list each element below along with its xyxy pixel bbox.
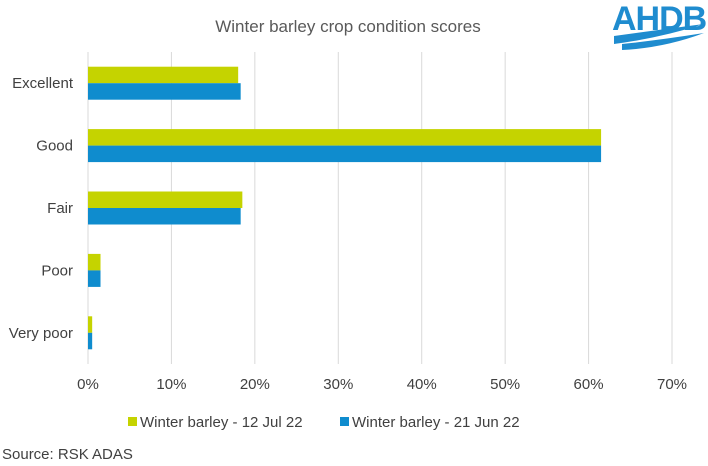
x-tick-label: 40% bbox=[407, 376, 437, 393]
category-label: Fair bbox=[47, 200, 73, 217]
legend-label: Winter barley - 12 Jul 22 bbox=[140, 414, 303, 431]
bar bbox=[88, 191, 243, 208]
bar bbox=[88, 208, 241, 225]
ahdb-logo: AHDB bbox=[612, 0, 708, 50]
legend-label: Winter barley - 21 Jun 22 bbox=[352, 414, 520, 431]
source-note: Source: RSK ADAS bbox=[2, 446, 133, 463]
x-tick-label: 50% bbox=[490, 376, 520, 393]
category-label: Very poor bbox=[9, 325, 73, 342]
bar bbox=[88, 316, 93, 333]
legend-swatch bbox=[340, 417, 349, 426]
legend-swatch bbox=[128, 417, 137, 426]
x-tick-label: 10% bbox=[156, 376, 186, 393]
x-tick-label: 20% bbox=[240, 376, 270, 393]
bar bbox=[88, 145, 602, 163]
x-tick-label: 0% bbox=[77, 376, 99, 393]
bar bbox=[88, 332, 93, 350]
logo-swoosh-2 bbox=[622, 33, 704, 50]
category-label: Excellent bbox=[12, 75, 74, 92]
x-tick-label: 60% bbox=[574, 376, 604, 393]
category-label: Good bbox=[36, 138, 73, 155]
bar bbox=[88, 129, 602, 146]
bar bbox=[88, 66, 239, 84]
x-tick-label: 30% bbox=[323, 376, 353, 393]
category-labels: Excellent Good Fair Poor Very poor bbox=[9, 75, 74, 342]
bar bbox=[88, 83, 241, 100]
bar bbox=[88, 253, 101, 271]
chart-title: Winter barley crop condition scores bbox=[215, 17, 481, 36]
x-tick-labels: 0% 10% 20% 30% 40% 50% 60% 70% bbox=[77, 376, 687, 393]
bars bbox=[88, 66, 602, 350]
bar bbox=[88, 270, 101, 287]
x-tick-label: 70% bbox=[657, 376, 687, 393]
logo-swoosh-1 bbox=[614, 24, 704, 44]
category-label: Poor bbox=[41, 262, 73, 279]
legend: Winter barley - 12 Jul 22 Winter barley -… bbox=[128, 414, 520, 431]
